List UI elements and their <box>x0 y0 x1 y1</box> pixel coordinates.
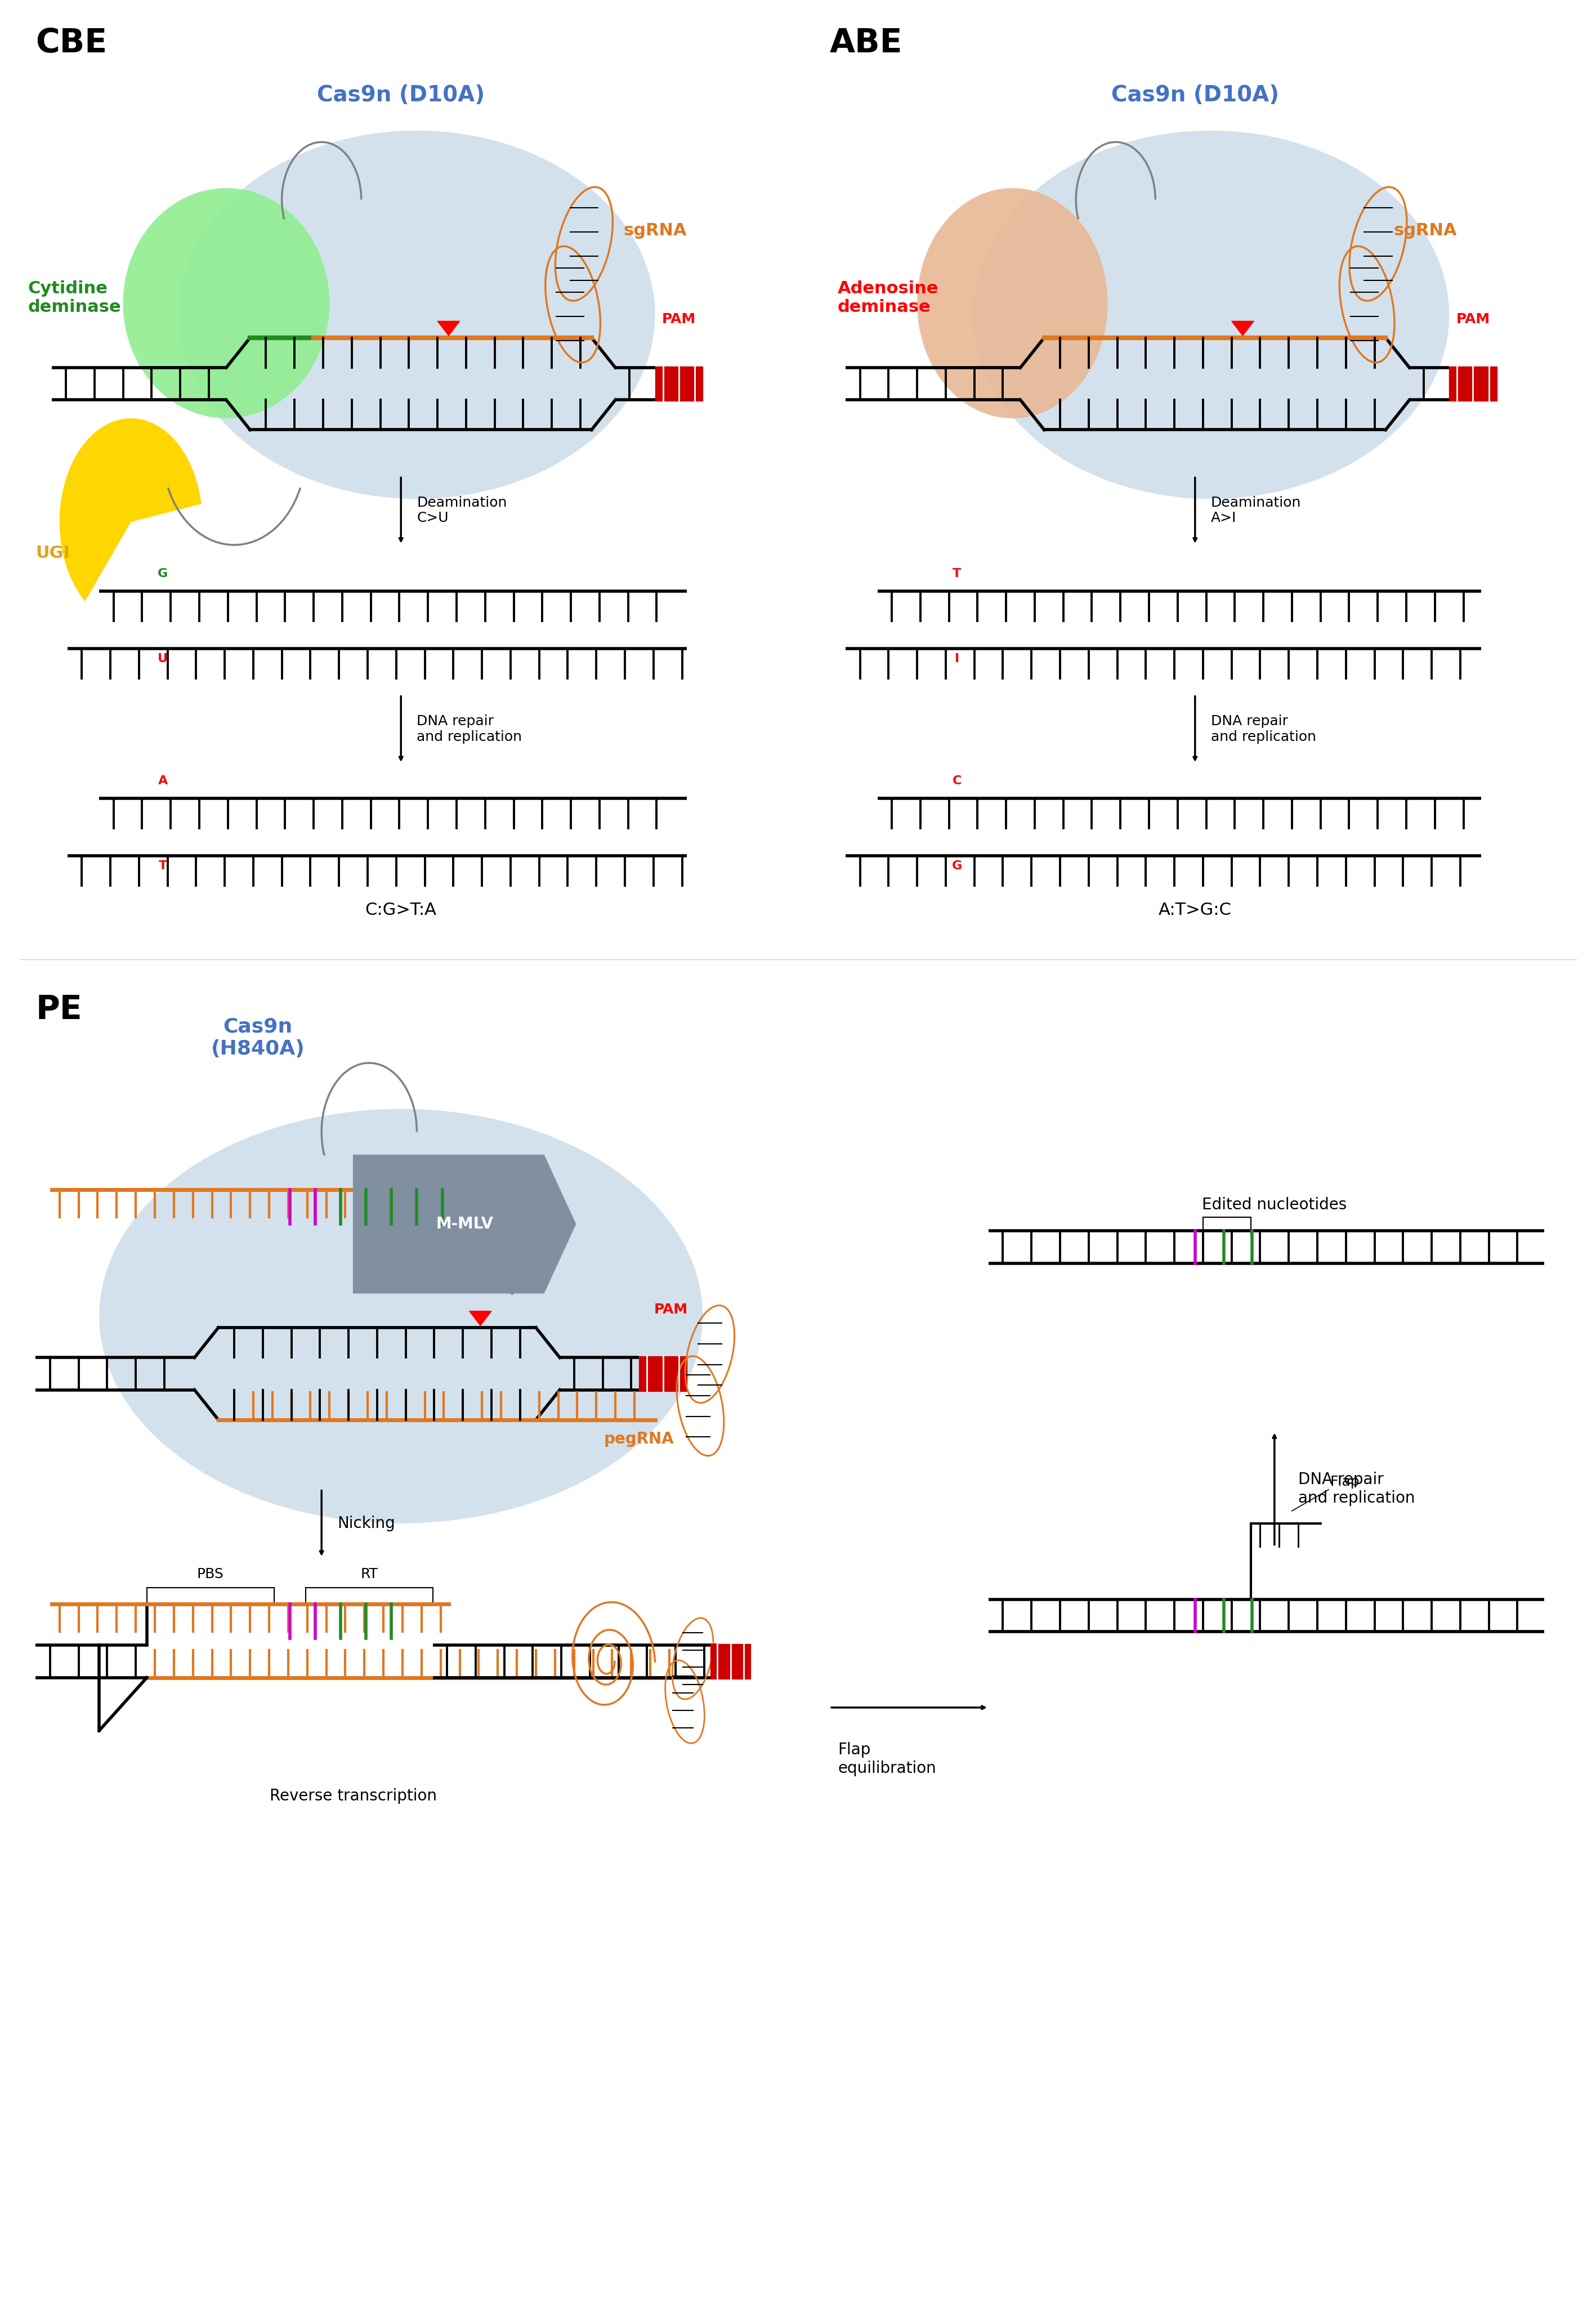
Text: Deamination
C>U: Deamination C>U <box>417 497 508 524</box>
Text: A:T>G:C: A:T>G:C <box>1159 901 1232 917</box>
Wedge shape <box>59 418 201 601</box>
Text: pegRNA: pegRNA <box>605 1432 674 1446</box>
Text: Edited nucleotides: Edited nucleotides <box>1202 1197 1347 1213</box>
Text: T: T <box>158 859 168 871</box>
Text: Reverse transcription: Reverse transcription <box>270 1788 437 1804</box>
Text: C:G>T:A: C:G>T:A <box>365 901 437 917</box>
Text: G: G <box>158 568 168 580</box>
Bar <box>1449 367 1497 402</box>
Text: Cytidine
deminase: Cytidine deminase <box>27 280 121 316</box>
Text: ABE: ABE <box>830 28 903 60</box>
Text: Cas9n (D10A): Cas9n (D10A) <box>1111 85 1278 106</box>
Text: RT: RT <box>361 1568 378 1580</box>
Bar <box>638 1356 686 1391</box>
Text: PBS: PBS <box>196 1568 223 1580</box>
Text: Adenosine
deminase: Adenosine deminase <box>838 280 938 316</box>
Text: Flap
equilibration: Flap equilibration <box>838 1742 937 1776</box>
Text: DNA repair
and replication: DNA repair and replication <box>1298 1471 1416 1506</box>
Text: sgRNA: sgRNA <box>1393 222 1457 238</box>
Text: Cas9n (D10A): Cas9n (D10A) <box>318 85 485 106</box>
Text: UGI: UGI <box>35 545 70 561</box>
Ellipse shape <box>972 132 1449 499</box>
Text: C: C <box>953 776 961 788</box>
Ellipse shape <box>179 132 654 499</box>
Text: Deamination
A>I: Deamination A>I <box>1211 497 1301 524</box>
Text: PE: PE <box>35 993 81 1026</box>
Text: PAM: PAM <box>662 312 696 326</box>
Text: Nicking: Nicking <box>337 1515 396 1532</box>
Text: U: U <box>158 654 168 665</box>
Polygon shape <box>1232 321 1254 335</box>
Text: M-MLV: M-MLV <box>436 1215 493 1231</box>
Text: CBE: CBE <box>35 28 107 60</box>
Text: A: A <box>158 776 168 788</box>
Polygon shape <box>437 321 460 335</box>
Text: T: T <box>953 568 961 580</box>
Text: Cas9n
(H840A): Cas9n (H840A) <box>211 1016 305 1058</box>
Ellipse shape <box>123 187 329 418</box>
Text: I: I <box>954 654 959 665</box>
Text: Flap: Flap <box>1329 1476 1360 1490</box>
Polygon shape <box>353 1155 576 1294</box>
Text: DNA repair
and replication: DNA repair and replication <box>1211 714 1317 744</box>
Text: PAM: PAM <box>654 1303 688 1317</box>
Text: DNA repair
and replication: DNA repair and replication <box>417 714 522 744</box>
Polygon shape <box>469 1312 492 1326</box>
Text: sgRNA: sgRNA <box>624 222 686 238</box>
Text: PAM: PAM <box>1456 312 1491 326</box>
Text: G: G <box>951 859 962 871</box>
Bar <box>710 1645 750 1679</box>
Ellipse shape <box>918 187 1108 418</box>
Bar <box>654 367 702 402</box>
Ellipse shape <box>99 1109 702 1522</box>
